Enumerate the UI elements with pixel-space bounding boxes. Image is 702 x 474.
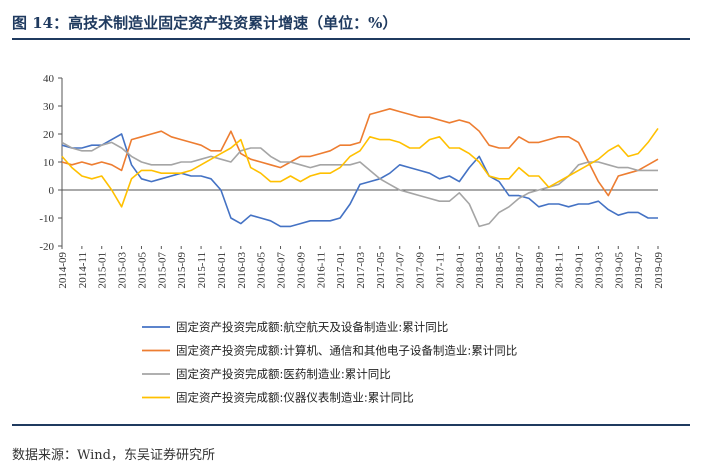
legend-label-1: 固定资产投资完成额:航空航天及设备制造业:累计同比 — [176, 320, 448, 334]
x-tick-label: 2016-09 — [295, 252, 307, 289]
y-tick-label: 10 — [43, 157, 55, 169]
y-tick-label: 30 — [43, 101, 55, 113]
series-line-2 — [61, 108, 659, 197]
source-note: 数据来源：Wind，东吴证券研究所 — [12, 448, 215, 463]
y-tick-label: 40 — [43, 73, 55, 85]
x-tick-label: 2019-09 — [653, 252, 665, 289]
series-line-3 — [61, 141, 658, 228]
x-tick-label: 2018-09 — [534, 252, 546, 289]
x-tick-label: 2015-05 — [136, 252, 148, 289]
x-tick-label: 2018-07 — [514, 252, 526, 289]
x-tick-label: 2018-05 — [494, 252, 506, 289]
x-tick-label: 2019-05 — [613, 252, 625, 289]
y-tick-label: -20 — [39, 241, 54, 253]
legend-label-2: 固定资产投资完成额:计算机、通信和其他电子设备制造业:累计同比 — [176, 344, 517, 358]
x-tick-label: 2018-03 — [474, 252, 486, 289]
x-tick-label: 2016-05 — [256, 252, 268, 289]
title-rule — [12, 38, 690, 40]
figure-title: 图 14：高技术制造业固定资产投资累计增速（单位：%） — [12, 14, 398, 32]
y-tick-label: 0 — [49, 185, 55, 197]
x-tick-label: 2017-05 — [375, 252, 387, 289]
x-tick-label: 2015-03 — [117, 252, 129, 289]
x-tick-label: 2016-03 — [236, 252, 248, 289]
x-tick-label: 2015-01 — [97, 252, 109, 289]
x-tick-label: 2016-01 — [216, 252, 228, 289]
series-line-4 — [61, 127, 659, 208]
x-tick-label: 2018-11 — [554, 252, 566, 288]
x-tick-label: 2014-11 — [77, 252, 89, 288]
footer-rule — [12, 424, 690, 426]
x-tick-label: 2016-11 — [315, 252, 327, 288]
x-tick-label: 2019-03 — [593, 252, 605, 289]
x-tick-label: 2015-11 — [196, 252, 208, 288]
series-line-1 — [61, 133, 658, 228]
x-tick-label: 2017-09 — [415, 252, 427, 289]
x-tick-label: 2018-01 — [454, 252, 466, 289]
x-tick-label: 2017-11 — [434, 252, 446, 288]
x-tick-label: 2016-07 — [276, 252, 288, 289]
x-tick-label: 2017-01 — [335, 252, 347, 289]
legend-label-3: 固定资产投资完成额:医药制造业:累计同比 — [176, 367, 391, 381]
x-tick-label: 2017-07 — [395, 252, 407, 289]
x-tick-label: 2015-09 — [176, 252, 188, 289]
x-tick-label: 2014-09 — [57, 252, 69, 289]
y-tick-label: 20 — [43, 129, 55, 141]
y-tick-label: -10 — [39, 213, 54, 225]
x-tick-label: 2017-03 — [355, 252, 367, 289]
legend-label-4: 固定资产投资完成额:仪器仪表制造业:累计同比 — [176, 391, 414, 405]
x-tick-label: 2019-01 — [574, 252, 586, 289]
x-tick-label: 2019-07 — [633, 252, 645, 289]
x-tick-label: 2015-07 — [156, 252, 168, 289]
